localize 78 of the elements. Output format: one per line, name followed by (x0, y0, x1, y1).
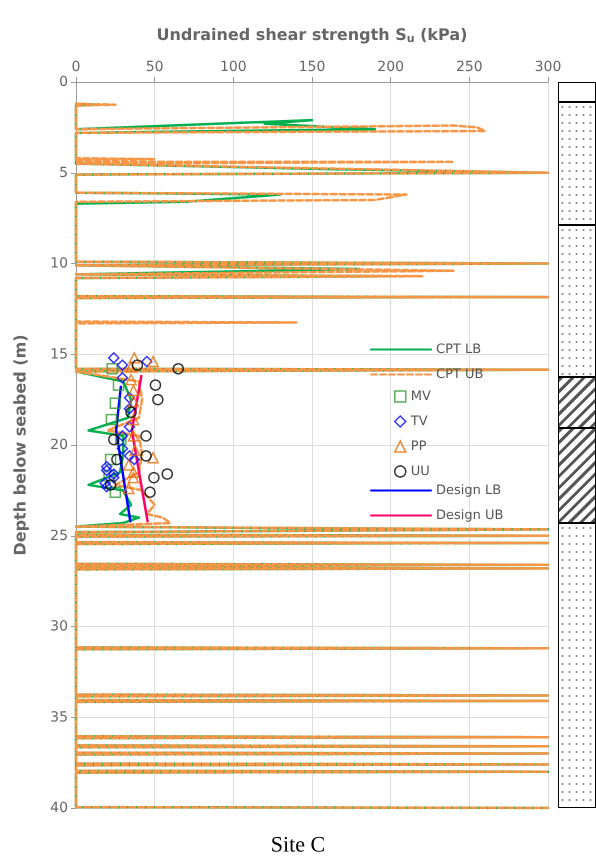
x-tick-label: 250 (456, 59, 483, 75)
point (115, 434, 127, 446)
point (116, 372, 128, 384)
y-tick-label: 15 (50, 346, 68, 362)
point (128, 430, 140, 442)
point (106, 414, 118, 426)
point (140, 450, 152, 462)
point (140, 430, 152, 442)
legend-label: Design UB (436, 508, 504, 523)
point (148, 472, 160, 484)
y-tick-label: 5 (59, 164, 68, 181)
point (100, 480, 112, 492)
point (125, 406, 137, 418)
legend-label: Design LB (436, 483, 502, 498)
point (122, 459, 134, 471)
point (124, 421, 136, 433)
x-tick-label: 300 (534, 59, 562, 75)
point (147, 356, 159, 368)
y-tick-label: 25 (50, 528, 68, 544)
point (104, 454, 116, 466)
point (110, 398, 122, 410)
point (152, 394, 164, 406)
point (129, 444, 141, 456)
y-tick-label: 20 (50, 437, 68, 453)
point (99, 477, 111, 489)
legend-label: TV (410, 414, 428, 429)
point (124, 392, 136, 404)
point (108, 472, 120, 484)
legend-label: CPT LB (436, 342, 482, 357)
point (144, 486, 156, 498)
point (100, 461, 112, 473)
text: Site C (270, 832, 326, 856)
point (141, 356, 153, 368)
point (162, 468, 174, 480)
point (111, 454, 123, 466)
point (116, 359, 128, 371)
legend-label: MV (410, 389, 431, 404)
point (108, 352, 120, 364)
point (103, 470, 115, 482)
point (104, 479, 116, 491)
point (124, 402, 136, 414)
x-tick-label: 200 (377, 59, 404, 75)
point (128, 454, 140, 466)
y-tick-label: 35 (50, 709, 68, 726)
x-tick-label: 50 (146, 59, 164, 75)
y-axis-title: Depth below seabed (m) (10, 334, 30, 556)
point (128, 396, 140, 408)
x-tick-label: 100 (220, 59, 247, 75)
point (125, 374, 137, 386)
x-tick-label: 150 (298, 59, 326, 75)
point (108, 434, 120, 446)
legend-label: UU (410, 464, 430, 479)
point (100, 464, 112, 476)
point (132, 359, 144, 371)
point (128, 352, 140, 364)
point (172, 363, 184, 375)
point (128, 384, 140, 396)
point (147, 452, 159, 464)
point (112, 379, 124, 391)
legend-label: CPT UB (436, 367, 484, 382)
point (110, 486, 122, 498)
point (125, 361, 137, 373)
y-tick-label: 30 (50, 618, 68, 634)
point (128, 414, 140, 426)
x-tick-label: 0 (72, 59, 80, 75)
point (106, 363, 118, 375)
y-tick-label: 40 (50, 800, 68, 816)
y-tick-label: 10 (50, 256, 68, 272)
point (108, 468, 120, 480)
legend-label: PP (410, 439, 427, 454)
point (124, 450, 136, 462)
point (116, 442, 128, 454)
point (122, 482, 134, 494)
point (150, 379, 162, 391)
point (128, 472, 140, 484)
y-tick-label: 0 (59, 74, 68, 90)
point (116, 430, 128, 442)
point (128, 466, 140, 478)
